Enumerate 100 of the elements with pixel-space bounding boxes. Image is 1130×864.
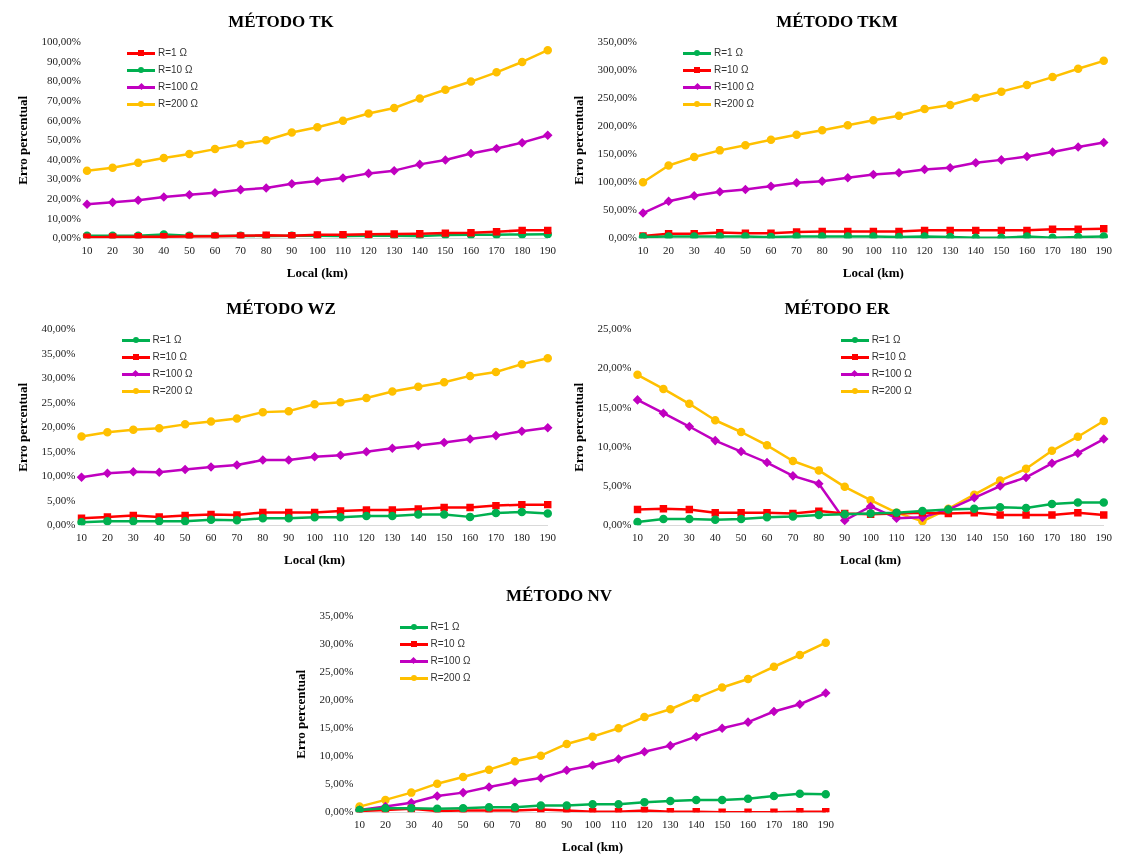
x-tick-label: 100: [865, 243, 883, 256]
x-tick-label: 30: [405, 817, 418, 830]
x-tick-label: 100: [309, 243, 327, 256]
y-tick-label: 10,00%: [597, 439, 632, 452]
legend-label: R=100 Ω: [871, 367, 912, 382]
x-tick-label: 140: [967, 243, 985, 256]
y-axis-title: Erro percentual: [15, 382, 31, 472]
y-tick-label: 150,00%: [597, 147, 638, 160]
y-tick-label: 350,00%: [597, 35, 638, 48]
legend-label: R=10 Ω: [714, 63, 749, 78]
y-tick-label: 0,00%: [608, 231, 638, 244]
x-tick-label: 170: [1043, 530, 1061, 543]
x-tick-label: 120: [636, 817, 654, 830]
x-tick-label: 180: [513, 530, 531, 543]
x-tick-label: 70: [235, 243, 247, 256]
x-tick-label: 60: [483, 817, 496, 830]
x-tick-label: 50: [457, 817, 470, 830]
x-tick-label: 50: [735, 530, 748, 543]
x-tick-label: 180: [1069, 530, 1087, 543]
x-tick-label: 190: [817, 817, 835, 830]
x-tick-label: 190: [539, 530, 557, 543]
legend-label: R=1 Ω: [430, 620, 460, 635]
y-tick-label: 50,00%: [47, 133, 82, 146]
x-tick-label: 110: [890, 243, 908, 256]
legend-label: R=200 Ω: [158, 97, 198, 112]
x-tick-label: 10: [81, 243, 94, 256]
y-tick-label: 40,00%: [47, 152, 82, 165]
x-tick-label: 20: [101, 530, 114, 543]
y-tick-label: 50,00%: [603, 203, 638, 216]
x-tick-label: 90: [283, 530, 295, 543]
y-tick-label: 25,00%: [597, 322, 632, 335]
x-tick-label: 160: [1018, 243, 1036, 256]
x-tick-label: 60: [209, 243, 221, 256]
x-tick-label: 50: [739, 243, 752, 256]
x-tick-label: 10: [76, 530, 88, 543]
y-tick-label: 10,00%: [47, 211, 82, 224]
x-tick-label: 150: [435, 530, 453, 543]
x-tick-label: 130: [385, 243, 403, 256]
legend-label: R=1 Ω: [158, 46, 187, 61]
x-tick-label: 190: [1095, 243, 1113, 256]
y-axis-title: Erro percentual: [15, 95, 31, 185]
x-tick-label: 150: [713, 817, 731, 830]
x-tick-label: 130: [662, 817, 680, 830]
x-tick-label: 180: [513, 243, 531, 256]
x-tick-label: 90: [839, 530, 851, 543]
x-tick-label: 110: [610, 817, 628, 830]
x-tick-label: 80: [257, 530, 269, 543]
y-tick-label: 15,00%: [597, 400, 632, 413]
x-tick-label: 170: [765, 817, 783, 830]
x-tick-label: 60: [765, 243, 777, 256]
y-axis-title: Erro percentual: [293, 669, 309, 759]
x-tick-label: 150: [993, 243, 1011, 256]
y-tick-label: 90,00%: [47, 54, 82, 67]
legend-label: R=200 Ω: [152, 384, 193, 399]
x-tick-label: 30: [127, 530, 140, 543]
y-tick-label: 25,00%: [41, 395, 76, 408]
x-tick-label: 160: [739, 817, 757, 830]
x-tick-label: 40: [714, 243, 726, 256]
x-tick-label: 110: [334, 243, 352, 256]
x-tick-label: 160: [461, 530, 479, 543]
x-tick-label: 20: [379, 817, 392, 830]
x-tick-label: 90: [561, 817, 573, 830]
x-tick-label: 30: [683, 530, 696, 543]
chart-title: MÉTODO ER: [784, 298, 891, 318]
y-axis-title: Erro percentual: [571, 95, 587, 185]
y-tick-label: 100,00%: [597, 175, 638, 188]
x-tick-label: 10: [354, 817, 366, 830]
x-tick-label: 20: [657, 530, 670, 543]
legend-label: R=100 Ω: [714, 80, 754, 95]
x-axis-title: Local (km): [840, 551, 902, 567]
x-tick-label: 170: [488, 243, 506, 256]
x-tick-label: 10: [637, 243, 650, 256]
legend-label: R=100 Ω: [152, 367, 193, 382]
x-tick-label: 120: [358, 530, 376, 543]
x-tick-label: 10: [632, 530, 644, 543]
x-tick-label: 80: [816, 243, 829, 256]
x-tick-label: 140: [409, 530, 427, 543]
y-tick-label: 100,00%: [41, 35, 82, 48]
x-tick-label: 100: [306, 530, 324, 543]
x-tick-label: 150: [991, 530, 1009, 543]
y-tick-label: 10,00%: [41, 469, 76, 482]
x-tick-label: 190: [1095, 530, 1113, 543]
y-tick-label: 5,00%: [325, 777, 354, 790]
x-tick-label: 110: [332, 530, 350, 543]
x-tick-label: 160: [462, 243, 480, 256]
x-tick-label: 110: [888, 530, 906, 543]
legend-label: R=200 Ω: [430, 671, 471, 686]
legend-label: R=10 Ω: [871, 350, 907, 365]
x-axis-title: Local (km): [284, 551, 346, 567]
x-tick-label: 50: [183, 243, 196, 256]
x-tick-label: 190: [539, 243, 557, 256]
x-tick-label: 60: [205, 530, 218, 543]
x-tick-label: 140: [965, 530, 983, 543]
x-axis-title: Local (km): [842, 264, 904, 280]
y-tick-label: 0,00%: [325, 805, 354, 818]
chart-title: MÉTODO TKM: [776, 11, 898, 31]
x-tick-label: 20: [107, 243, 119, 256]
legend-label: R=1 Ω: [714, 46, 743, 61]
x-tick-label: 130: [384, 530, 402, 543]
x-tick-label: 70: [787, 530, 799, 543]
